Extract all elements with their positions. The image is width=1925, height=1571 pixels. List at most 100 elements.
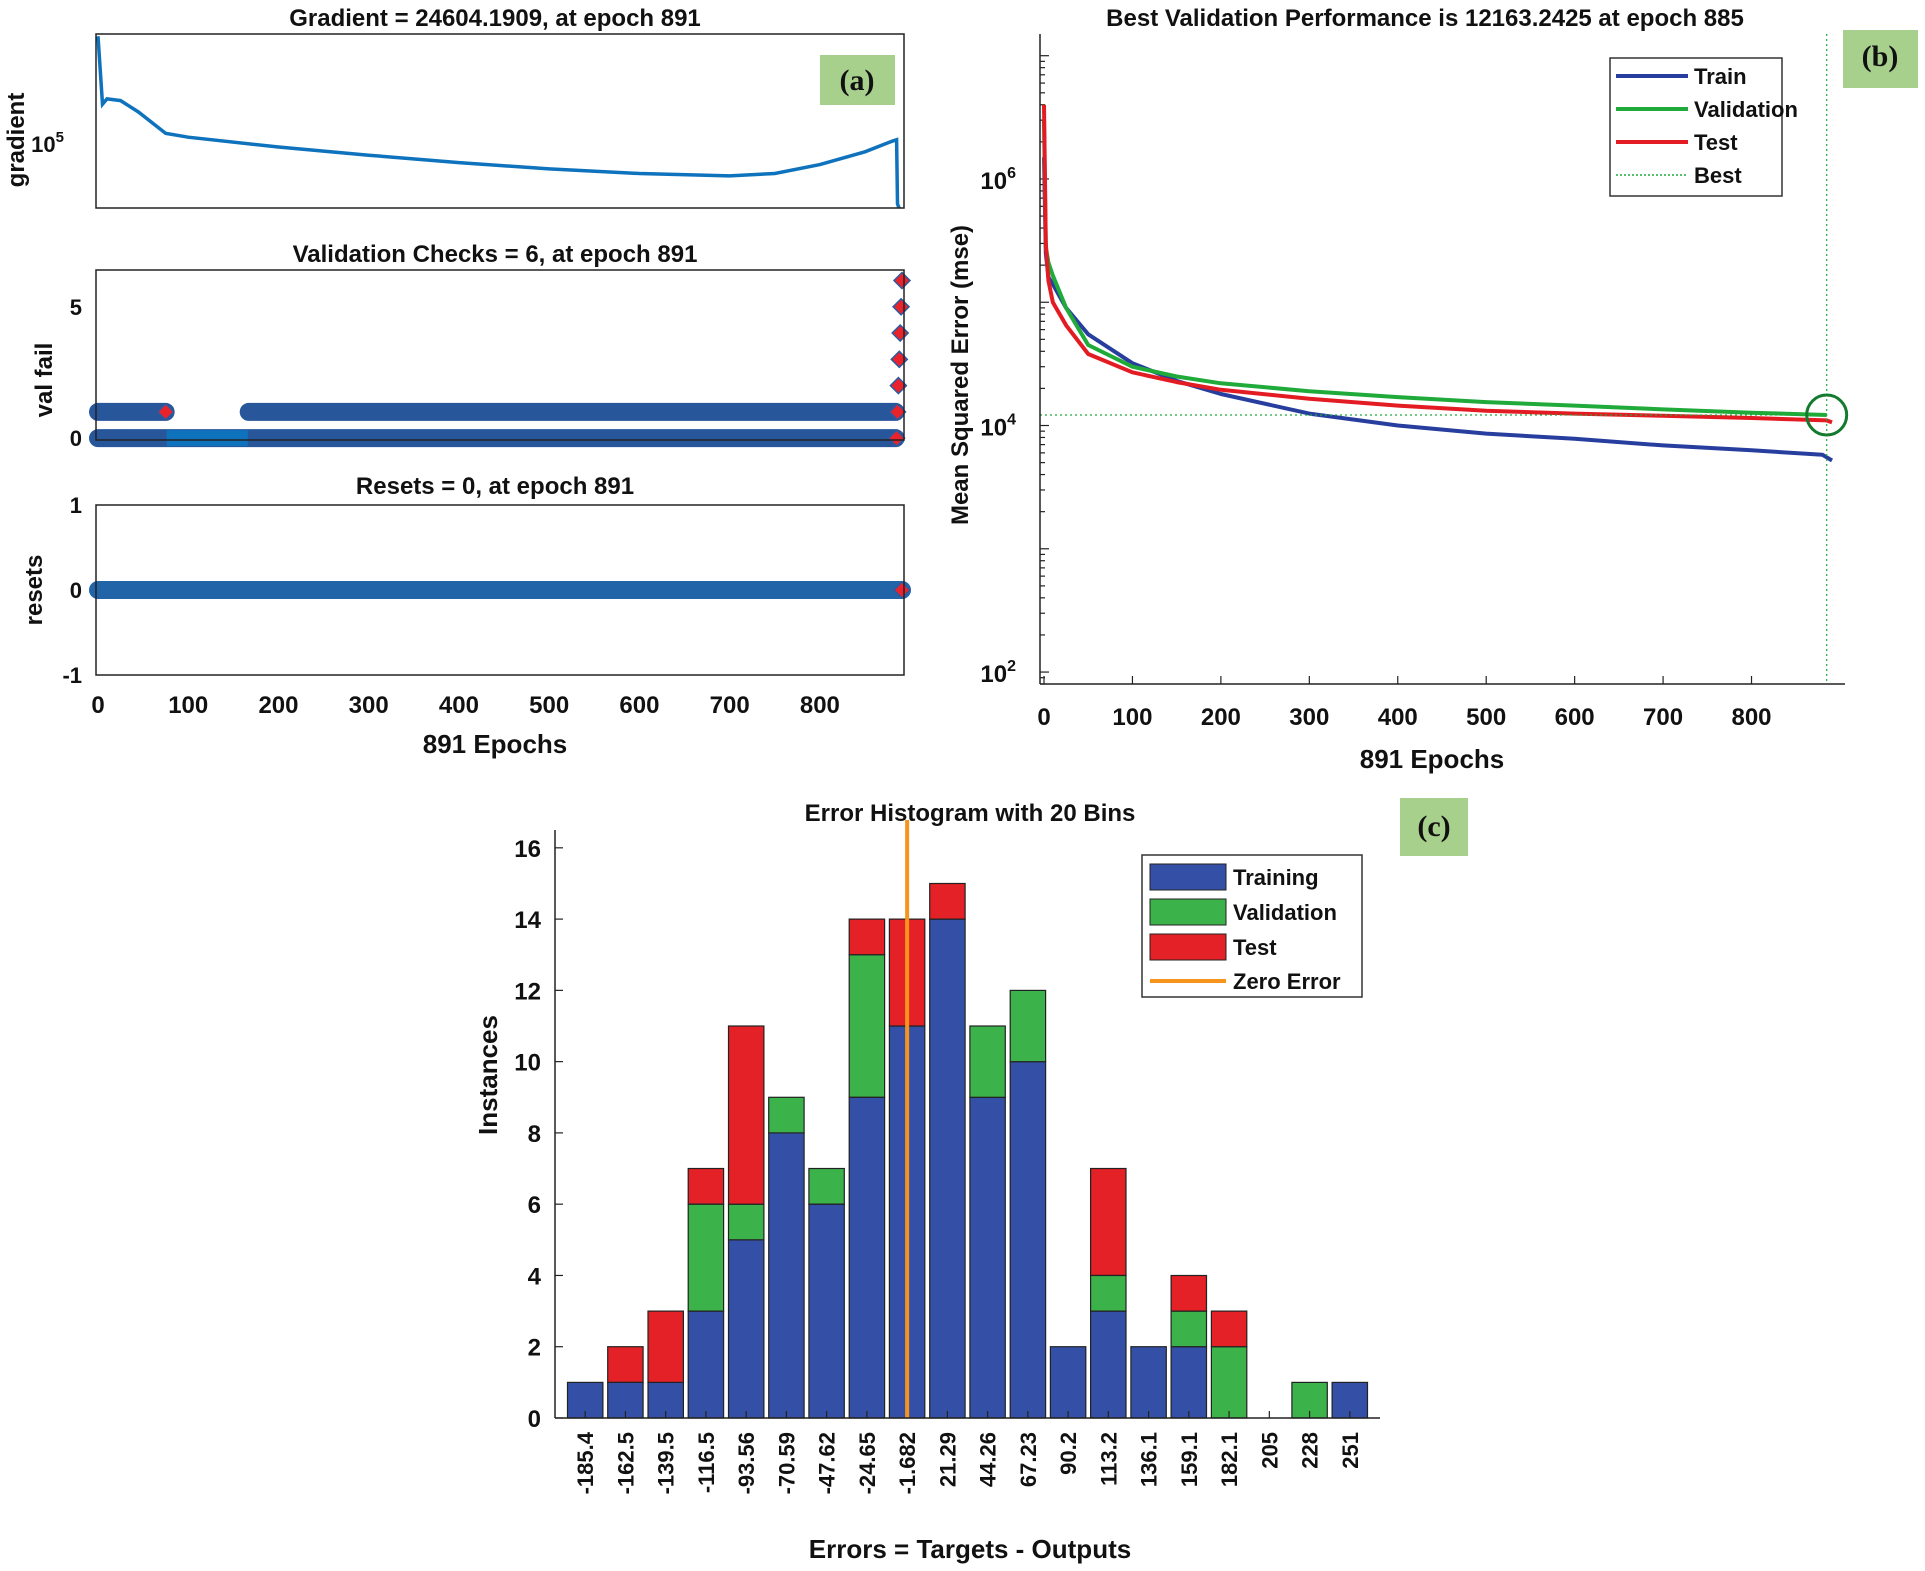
valcheck-ytick-5: 5 (70, 295, 82, 320)
perf-xtick-800: 800 (1731, 704, 1771, 731)
hist-xtick-5: -70.59 (774, 1432, 799, 1494)
perf-ytick-label-0: 102 (980, 658, 1016, 688)
hist-bar-test-2 (647, 1310, 685, 1383)
hist-bar-test-4 (727, 1025, 765, 1205)
legend-best-label: Best (1694, 163, 1742, 188)
panel-c-label-bg (1400, 798, 1468, 856)
hist-xtick-8: -1.682 (895, 1432, 920, 1494)
resets-xtick-100: 100 (168, 692, 208, 719)
hist-bar-validation-5 (768, 1096, 805, 1134)
legend-hist-validation-label: Validation (1233, 900, 1337, 925)
hist-ytick-16: 16 (514, 836, 541, 863)
resets-title: Resets = 0, at epoch 891 (356, 473, 634, 500)
hist-bar-training-6 (808, 1203, 845, 1419)
hist-ytick-14: 14 (514, 907, 541, 934)
hist-ytick-4: 4 (528, 1263, 542, 1290)
resets-chart: Resets = 0, at epoch 891 resets -1 0 1 0 10… (21, 473, 912, 759)
resets-xtick-700: 700 (710, 692, 750, 719)
perf-title: Best Validation Performance is 12163.242… (1106, 5, 1744, 32)
hist-bar-validation-16 (1210, 1346, 1248, 1419)
hist-xtick-15: 159.1 (1177, 1432, 1202, 1487)
hist-bar-validation-7 (848, 954, 886, 1098)
perf-xtick-100: 100 (1112, 704, 1152, 731)
hist-bar-test-9 (929, 882, 966, 920)
legend-test-swatch (1149, 933, 1227, 961)
hist-xlabel: Errors = Targets - Outputs (809, 1534, 1131, 1564)
hist-bar-validation-3 (687, 1203, 725, 1312)
perf-ytick-label-1: 104 (980, 412, 1016, 442)
resets-xtick-500: 500 (529, 692, 569, 719)
hist-bar-training-4 (727, 1239, 765, 1419)
hist-bar-test-7 (848, 918, 886, 956)
hist-bar-training-5 (768, 1132, 805, 1419)
perf-ylabel: Mean Squared Error (mse) (947, 225, 974, 525)
valcheck-red-point-2 (888, 402, 907, 421)
valcheck-red-point-1 (887, 429, 906, 448)
hist-ytick-12: 12 (514, 978, 541, 1005)
hist-xtick-10: 44.26 (976, 1432, 1001, 1487)
hist-bar-test-3 (687, 1167, 725, 1205)
hist-bar-training-11 (1009, 1060, 1047, 1419)
hist-ytick-0: 0 (528, 1406, 541, 1433)
resets-ytick-1: 1 (70, 493, 82, 518)
resets-xlabel: 891 Epochs (423, 729, 568, 759)
panel-c-label: (c) (1417, 810, 1450, 843)
hist-xtick-3: -116.5 (694, 1432, 719, 1493)
performance-chart: Best Validation Performance is 12163.242… (947, 5, 1918, 774)
legend-zero-error-label: Zero Error (1233, 969, 1341, 994)
perf-legend: Train Validation Test Best (1609, 57, 1798, 197)
resets-ytick-0: 0 (70, 578, 82, 603)
valcheck-ytick-0: 0 (70, 426, 82, 451)
perf-ytick-label-2: 106 (980, 165, 1016, 195)
resets-xtick-0: 0 (91, 692, 104, 719)
panel-b-label: (b) (1862, 40, 1899, 73)
hist-bar-training-7 (848, 1096, 886, 1419)
hist-bar-validation-6 (808, 1167, 845, 1205)
legend-train-label: Train (1694, 64, 1747, 89)
perf-line-validation (1042, 120, 1827, 417)
hist-bar-training-9 (929, 918, 966, 1419)
hist-ytick-10: 10 (514, 1050, 541, 1077)
panel-a-label-bg (820, 55, 895, 105)
gradient-axes (95, 33, 905, 209)
panel-b-label-bg (1843, 30, 1918, 88)
gradient-line (96, 36, 901, 208)
hist-legend: Training Validation Test Zero Error (1141, 854, 1363, 998)
hist-bar-test-1 (607, 1346, 644, 1383)
valcheck-axes (95, 269, 905, 441)
perf-line-test (1042, 104, 1833, 425)
hist-bar-validation-15 (1170, 1310, 1208, 1348)
hist-title: Error Histogram with 20 Bins (805, 800, 1136, 827)
perf-xtick-300: 300 (1289, 704, 1329, 731)
resets-ytick--1: -1 (62, 663, 82, 688)
legend-hist-test-label: Test (1233, 935, 1277, 960)
hist-bar-training-14 (1130, 1346, 1167, 1419)
validation-checks-chart: Validation Checks = 6, at epoch 891 val … (31, 241, 912, 451)
hist-ytick-6: 6 (528, 1192, 541, 1219)
resets-xtick-400: 400 (439, 692, 479, 719)
hist-xtick-7: -24.65 (855, 1432, 880, 1494)
valcheck-red-point-6 (892, 297, 911, 316)
legend-training-label: Training (1233, 865, 1319, 890)
perf-best-marker (1805, 393, 1849, 437)
hist-bar-validation-13 (1089, 1274, 1127, 1312)
resets-red-point-0 (892, 580, 912, 600)
resets-ylabel: resets (21, 555, 48, 626)
hist-bar-validation-11 (1009, 989, 1047, 1063)
hist-ytick-8: 8 (528, 1121, 541, 1148)
resets-xtick-300: 300 (349, 692, 389, 719)
hist-ytick-2: 2 (528, 1335, 541, 1362)
perf-xtick-400: 400 (1378, 704, 1418, 731)
perf-xtick-200: 200 (1201, 704, 1241, 731)
hist-xtick-2: -139.5 (654, 1432, 679, 1494)
hist-bar-training-12 (1049, 1346, 1087, 1419)
hist-xtick-12: 90.2 (1056, 1432, 1081, 1475)
hist-xtick-17: 205 (1257, 1432, 1282, 1469)
legend-validation-swatch (1149, 898, 1227, 926)
resets-axes (95, 504, 905, 676)
hist-bar-validation-4 (727, 1203, 765, 1241)
hist-bar-test-15 (1170, 1274, 1208, 1312)
hist-bar-test-13 (1089, 1167, 1127, 1277)
perf-xtick-700: 700 (1643, 704, 1683, 731)
